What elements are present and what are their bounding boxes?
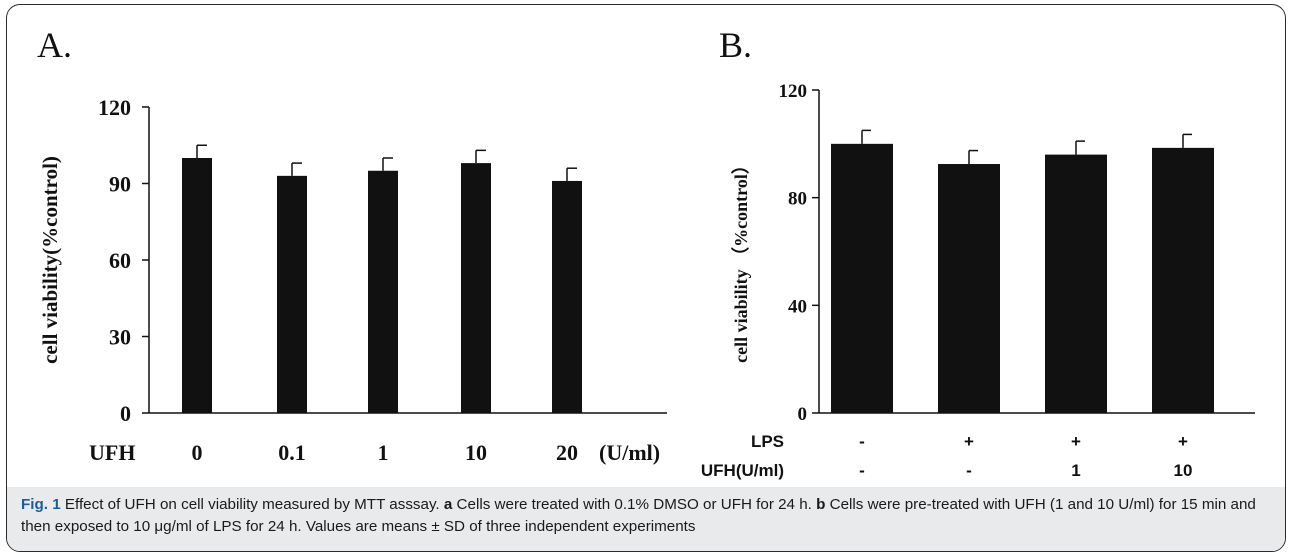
x-tick-label: 10 bbox=[465, 440, 487, 465]
y-tick-label: 30 bbox=[109, 325, 131, 350]
x-axis-label-left: UFH bbox=[89, 440, 135, 465]
y-tick-label: 80 bbox=[788, 189, 807, 210]
bar bbox=[277, 175, 307, 413]
panel-a-letter: A. bbox=[37, 25, 72, 65]
row-label: UFH(U/ml) bbox=[701, 461, 784, 480]
bar bbox=[938, 164, 1000, 413]
row-value: + bbox=[1071, 432, 1081, 451]
row-value: - bbox=[859, 432, 865, 451]
y-tick-label: 120 bbox=[98, 95, 131, 120]
x-tick-label: 0 bbox=[192, 440, 203, 465]
row-value: 1 bbox=[1071, 461, 1080, 480]
figure-caption: Fig. 1 Effect of UFH on cell viability m… bbox=[7, 487, 1285, 551]
bar bbox=[1045, 154, 1107, 413]
chart-b: 0 40 80 120 cell viability （%control） LPS - + + +… bbox=[701, 81, 1255, 480]
y-tick-label: 0 bbox=[798, 404, 808, 425]
row-value: + bbox=[1178, 432, 1188, 451]
row-value: 10 bbox=[1174, 461, 1193, 480]
bar bbox=[1152, 147, 1214, 413]
y-tick-label: 40 bbox=[788, 296, 807, 317]
panel-b-letter: B. bbox=[719, 25, 752, 65]
figure-frame: A. B. 0 30 60 90 120 cell viability(%control)… bbox=[6, 4, 1286, 552]
bar bbox=[461, 163, 491, 413]
bar bbox=[368, 170, 398, 413]
y-tick-label: 120 bbox=[779, 81, 808, 102]
caption-text-1: Effect of UFH on cell viability measured… bbox=[60, 496, 444, 513]
y-axis-label: cell viability （%control） bbox=[731, 156, 751, 363]
bar bbox=[831, 143, 893, 414]
x-tick-label: 1 bbox=[378, 440, 389, 465]
bar bbox=[552, 180, 582, 413]
row-value: - bbox=[859, 461, 865, 480]
row-value: - bbox=[966, 461, 972, 480]
caption-text-2: Cells were treated with 0.1% DMSO or UFH… bbox=[452, 496, 817, 513]
caption-text-3: Cells were pre-treated with UFH (1 and 1… bbox=[21, 496, 1256, 535]
row-label: LPS bbox=[751, 432, 784, 451]
chart-a: 0 30 60 90 120 cell viability(%control) 0 0.1 1 1… bbox=[38, 95, 667, 465]
caption-a-label: a bbox=[443, 496, 453, 513]
caption-b-label: b bbox=[816, 496, 826, 513]
x-tick-label: 20 bbox=[556, 440, 578, 465]
row-value: + bbox=[964, 432, 974, 451]
y-tick-label: 90 bbox=[109, 172, 131, 197]
x-tick-label: 0.1 bbox=[278, 440, 306, 465]
y-tick-label: 60 bbox=[109, 248, 131, 273]
x-axis-label-right: (U/ml) bbox=[599, 440, 660, 465]
y-tick-label: 0 bbox=[120, 401, 131, 426]
y-axis-label: cell viability(%control) bbox=[38, 156, 62, 364]
bar bbox=[182, 158, 212, 413]
caption-fig-label: Fig. 1 bbox=[21, 496, 61, 513]
